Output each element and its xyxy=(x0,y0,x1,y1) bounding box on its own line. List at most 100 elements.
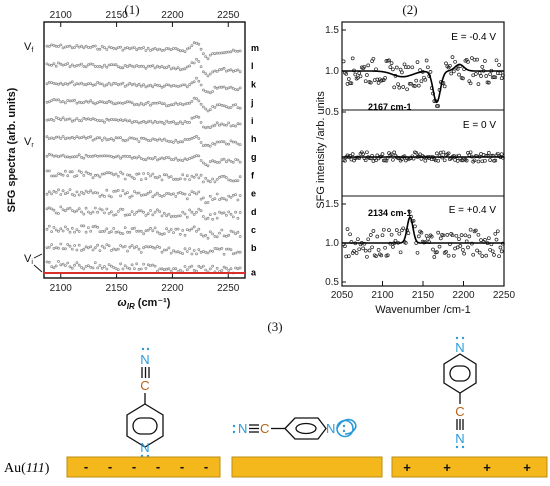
p2-point xyxy=(396,82,400,87)
p1-point xyxy=(211,159,215,163)
p2-xticklabel: 2250 xyxy=(493,290,516,301)
p1-point xyxy=(149,119,152,123)
p1-point xyxy=(77,45,81,49)
p1-point xyxy=(188,265,192,269)
p2-point xyxy=(499,249,504,254)
p2-point xyxy=(397,85,402,90)
p2-point xyxy=(501,73,505,78)
p1-point xyxy=(142,83,146,87)
p1-point xyxy=(144,66,148,70)
p1-point xyxy=(80,136,83,140)
p1-point xyxy=(96,191,99,195)
p2-point xyxy=(480,254,485,258)
p1-point xyxy=(155,230,159,234)
p1-point xyxy=(110,249,113,252)
p1-point xyxy=(208,144,212,148)
p1-point xyxy=(149,264,152,268)
p1-point xyxy=(192,249,196,252)
p1-point xyxy=(105,117,109,121)
p1-bottom-ticklabel: 2250 xyxy=(217,283,240,294)
p1-point xyxy=(149,49,152,52)
p1-point xyxy=(68,81,72,85)
p1-point xyxy=(204,90,208,93)
p2-point xyxy=(406,65,411,69)
p2-point xyxy=(387,58,391,63)
p1-point xyxy=(107,45,111,49)
p1-point xyxy=(75,248,79,252)
p1-point xyxy=(144,214,148,217)
panel-1: (1) 2100 2100 2150 2150 2200 2200 2250 2250 mlk… xyxy=(6,2,259,311)
p1-point xyxy=(103,246,106,250)
p2-yticklabel: 1.5 xyxy=(325,199,339,210)
p1-point xyxy=(123,139,127,143)
p1-point xyxy=(96,266,99,270)
panel-2-frame xyxy=(341,21,505,287)
p1-point xyxy=(231,230,235,234)
p1-point xyxy=(208,213,212,217)
p1-point xyxy=(61,208,65,212)
spectrum-label: f xyxy=(251,170,255,180)
p1-point xyxy=(84,245,88,249)
positive-charge: + xyxy=(403,460,411,475)
p1-point xyxy=(158,193,162,197)
p1-point xyxy=(132,82,136,86)
p1-point xyxy=(103,46,106,49)
p2-point xyxy=(375,77,380,82)
p1-point xyxy=(144,137,148,141)
p1-point xyxy=(66,207,70,211)
p1-point xyxy=(64,82,67,85)
spectrum-label: b xyxy=(251,243,257,253)
p1-point xyxy=(165,173,169,177)
p1-point xyxy=(89,212,93,215)
p2-point xyxy=(416,234,421,239)
p1-point xyxy=(89,82,93,85)
p2-point xyxy=(473,228,478,233)
p1-point xyxy=(121,232,125,236)
p1-point xyxy=(146,191,150,195)
pyridine-ring xyxy=(126,403,164,448)
p1-point xyxy=(110,210,113,214)
p1-point xyxy=(57,246,60,250)
p1-point xyxy=(178,84,182,88)
p1-bottom-ticklabel: 2150 xyxy=(105,283,128,294)
p1-point xyxy=(220,246,224,250)
p1-point xyxy=(70,170,74,174)
p1-point xyxy=(211,217,215,221)
p2-point xyxy=(457,72,461,77)
p1-point xyxy=(54,190,58,194)
panel-1-ylabel: SFG spectra (arb. units) xyxy=(6,87,18,212)
p1-point xyxy=(114,213,118,217)
p1-point xyxy=(57,82,60,86)
p1-point xyxy=(227,269,231,272)
p1-point xyxy=(146,212,150,216)
p1-point xyxy=(107,137,111,141)
p1-point xyxy=(77,82,81,86)
p1-point xyxy=(185,174,189,178)
p1-point xyxy=(201,264,205,268)
p1-point xyxy=(195,115,198,118)
p1-point xyxy=(160,120,164,124)
p1-point xyxy=(144,266,148,270)
p2-point xyxy=(475,57,479,62)
p1-point xyxy=(130,244,134,247)
p1-point xyxy=(181,122,185,126)
p2-point xyxy=(488,72,492,77)
p1-point xyxy=(199,121,203,124)
spectrum-label: c xyxy=(251,225,256,235)
p1-point xyxy=(218,198,221,202)
p1-point xyxy=(190,156,194,160)
p1-point xyxy=(98,264,102,267)
p1-point xyxy=(153,138,157,141)
p1-point xyxy=(123,177,127,181)
p2-point xyxy=(457,237,461,241)
p1-point xyxy=(211,142,215,145)
p1-point xyxy=(89,135,93,139)
p1-point xyxy=(229,50,233,54)
p1-point xyxy=(176,48,180,52)
p2-point xyxy=(476,159,481,164)
p1-point xyxy=(158,246,162,249)
p1-point xyxy=(238,194,242,197)
p1-point xyxy=(73,136,76,140)
p1-point xyxy=(139,47,143,50)
p1-point xyxy=(188,64,192,68)
